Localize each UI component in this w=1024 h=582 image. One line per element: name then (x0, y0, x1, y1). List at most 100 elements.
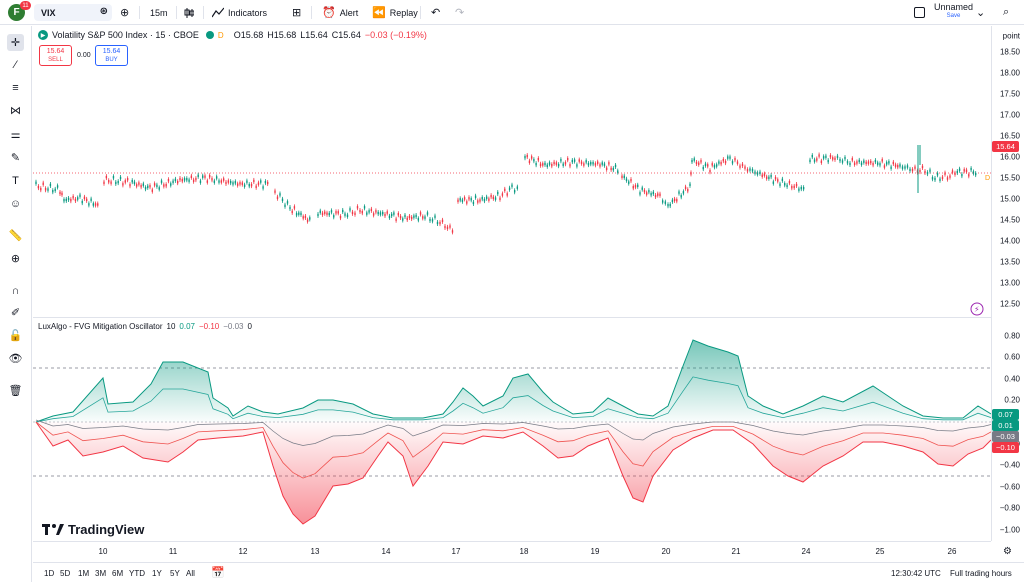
buy-button[interactable]: 15.64 BUY (95, 45, 128, 66)
candle-body (436, 221, 439, 225)
crosshair-icon[interactable]: ✛ (7, 34, 24, 51)
emoji-icon[interactable]: ☺ (9, 197, 22, 210)
time-axis-label: 21 (731, 547, 741, 556)
goto-date-icon[interactable]: 📅 (211, 567, 225, 579)
range-button[interactable]: YTD (129, 569, 145, 578)
sell-button[interactable]: 15.64 SELL (39, 45, 72, 66)
range-button[interactable]: 3M (95, 569, 107, 578)
candle-body (140, 185, 142, 188)
candle-body (397, 213, 400, 216)
pane-separator[interactable] (33, 317, 991, 318)
candle-body (596, 161, 599, 164)
range-button[interactable]: 6M (112, 569, 124, 578)
candle-body (637, 184, 639, 187)
candle-body (585, 160, 587, 163)
brush-icon[interactable]: ✎ (10, 152, 21, 164)
candle-body (911, 168, 914, 172)
trendline-icon[interactable]: ⁄ (14, 58, 17, 71)
layout-toggle[interactable] (914, 5, 925, 20)
pattern-icon[interactable]: ⋈ (10, 105, 21, 117)
candle-body (863, 160, 865, 163)
range-button[interactable]: 1Y (152, 569, 162, 578)
candle-body (761, 174, 763, 177)
clock[interactable]: 12:30:42 UTC (891, 569, 941, 578)
alarm-clock-icon: ⏰ (322, 7, 336, 19)
range-button[interactable]: 5D (60, 569, 71, 578)
layout-menu-button[interactable]: ⌄ (976, 5, 985, 20)
zoom-in-icon[interactable]: ⊕ (10, 253, 21, 265)
candle-body (704, 163, 707, 166)
price-scale[interactable]: point 18.50 18.00 17.50 17.00 16.50 16.00 15.5… (991, 26, 1024, 541)
interval-button[interactable]: 15m (150, 5, 168, 20)
eye-icon[interactable]: 👁 (8, 353, 23, 365)
candle-body (963, 169, 965, 172)
undo-button[interactable]: ↶ (431, 5, 440, 20)
candle-body (72, 195, 74, 199)
tradingview-logo[interactable]: TradingView (42, 522, 144, 537)
projection-icon[interactable]: ⚌ (10, 129, 21, 141)
candle-body (172, 180, 174, 183)
candle-body (160, 180, 163, 183)
trash-icon[interactable]: 🗑 (8, 385, 23, 397)
chart-type-button[interactable] (184, 5, 194, 20)
ruler-icon[interactable]: 📏 (8, 230, 23, 242)
compare-icon[interactable]: ⊛ (99, 6, 108, 17)
oscillator-legend[interactable]: LuxAlgo - FVG Mitigation Oscillator 10 0… (38, 322, 252, 331)
magnet-icon[interactable]: ∩ (11, 284, 20, 297)
candle-body (335, 211, 337, 214)
candle-body (117, 180, 119, 184)
candle-body (461, 199, 464, 202)
redo-button[interactable]: ↷ (455, 5, 464, 20)
add-symbol-button[interactable]: ⊕ (120, 5, 129, 20)
candle-body (678, 191, 680, 194)
range-button[interactable]: 1M (78, 569, 90, 578)
candle-body (939, 178, 941, 181)
symbol-title[interactable]: Volatility S&P 500 Index · 15 · CBOE (52, 30, 199, 40)
candle-body (639, 192, 641, 195)
price-scale-label: 16.50 (999, 131, 1020, 141)
lock-drawing-icon[interactable]: ✐ (10, 307, 21, 319)
save-label: Save (946, 13, 961, 19)
redo-icon: ↷ (455, 7, 465, 19)
settings-gear-icon[interactable]: ⚙ (1003, 546, 1012, 557)
candle-body (88, 203, 90, 206)
candle-body (827, 159, 829, 163)
candle-body (605, 167, 608, 170)
candle-body (687, 189, 689, 192)
text-icon[interactable]: T (12, 174, 19, 187)
candle-body (951, 170, 954, 173)
candle-body (612, 167, 615, 171)
candle-body (382, 211, 384, 215)
templates-button[interactable]: ⊞ (292, 5, 301, 20)
candle-body (426, 212, 429, 215)
fib-icon[interactable]: ≡ (12, 81, 19, 94)
candle-body (802, 187, 805, 190)
time-axis[interactable]: 10 11 12 13 14 17 18 19 20 21 24 25 26 (33, 541, 991, 561)
candle-body (255, 185, 257, 189)
candle-body (975, 172, 977, 176)
candle-body (477, 200, 479, 203)
candle-body (363, 206, 366, 209)
range-button[interactable]: All (186, 569, 195, 578)
candle-body (494, 197, 497, 200)
candle-body (867, 161, 870, 164)
candle-body (788, 180, 791, 184)
candle-body (165, 184, 167, 187)
price-chart[interactable]: ⚡ D (33, 26, 991, 541)
candle-body (941, 176, 944, 180)
symbol-search[interactable]: VIX ⊛ (34, 4, 112, 21)
candle-body (248, 184, 250, 187)
layout-name[interactable]: Unnamed Save (934, 3, 973, 21)
lock-icon[interactable]: 🔓 (8, 330, 23, 342)
candle-body (135, 184, 138, 187)
session-button[interactable]: Full trading hours (950, 569, 1012, 578)
alert-button[interactable]: ⏰ Alert (322, 5, 358, 20)
lightning-icon[interactable] (970, 302, 984, 316)
range-button[interactable]: 1D (44, 569, 55, 578)
candle-body (508, 187, 511, 190)
range-button[interactable]: 5Y (170, 569, 180, 578)
quick-search-button[interactable]: ⌕ (1003, 5, 1009, 20)
indicators-button[interactable]: Indicators (212, 5, 267, 20)
candle-body (946, 177, 949, 180)
replay-button[interactable]: ⏪ Replay (372, 5, 418, 20)
